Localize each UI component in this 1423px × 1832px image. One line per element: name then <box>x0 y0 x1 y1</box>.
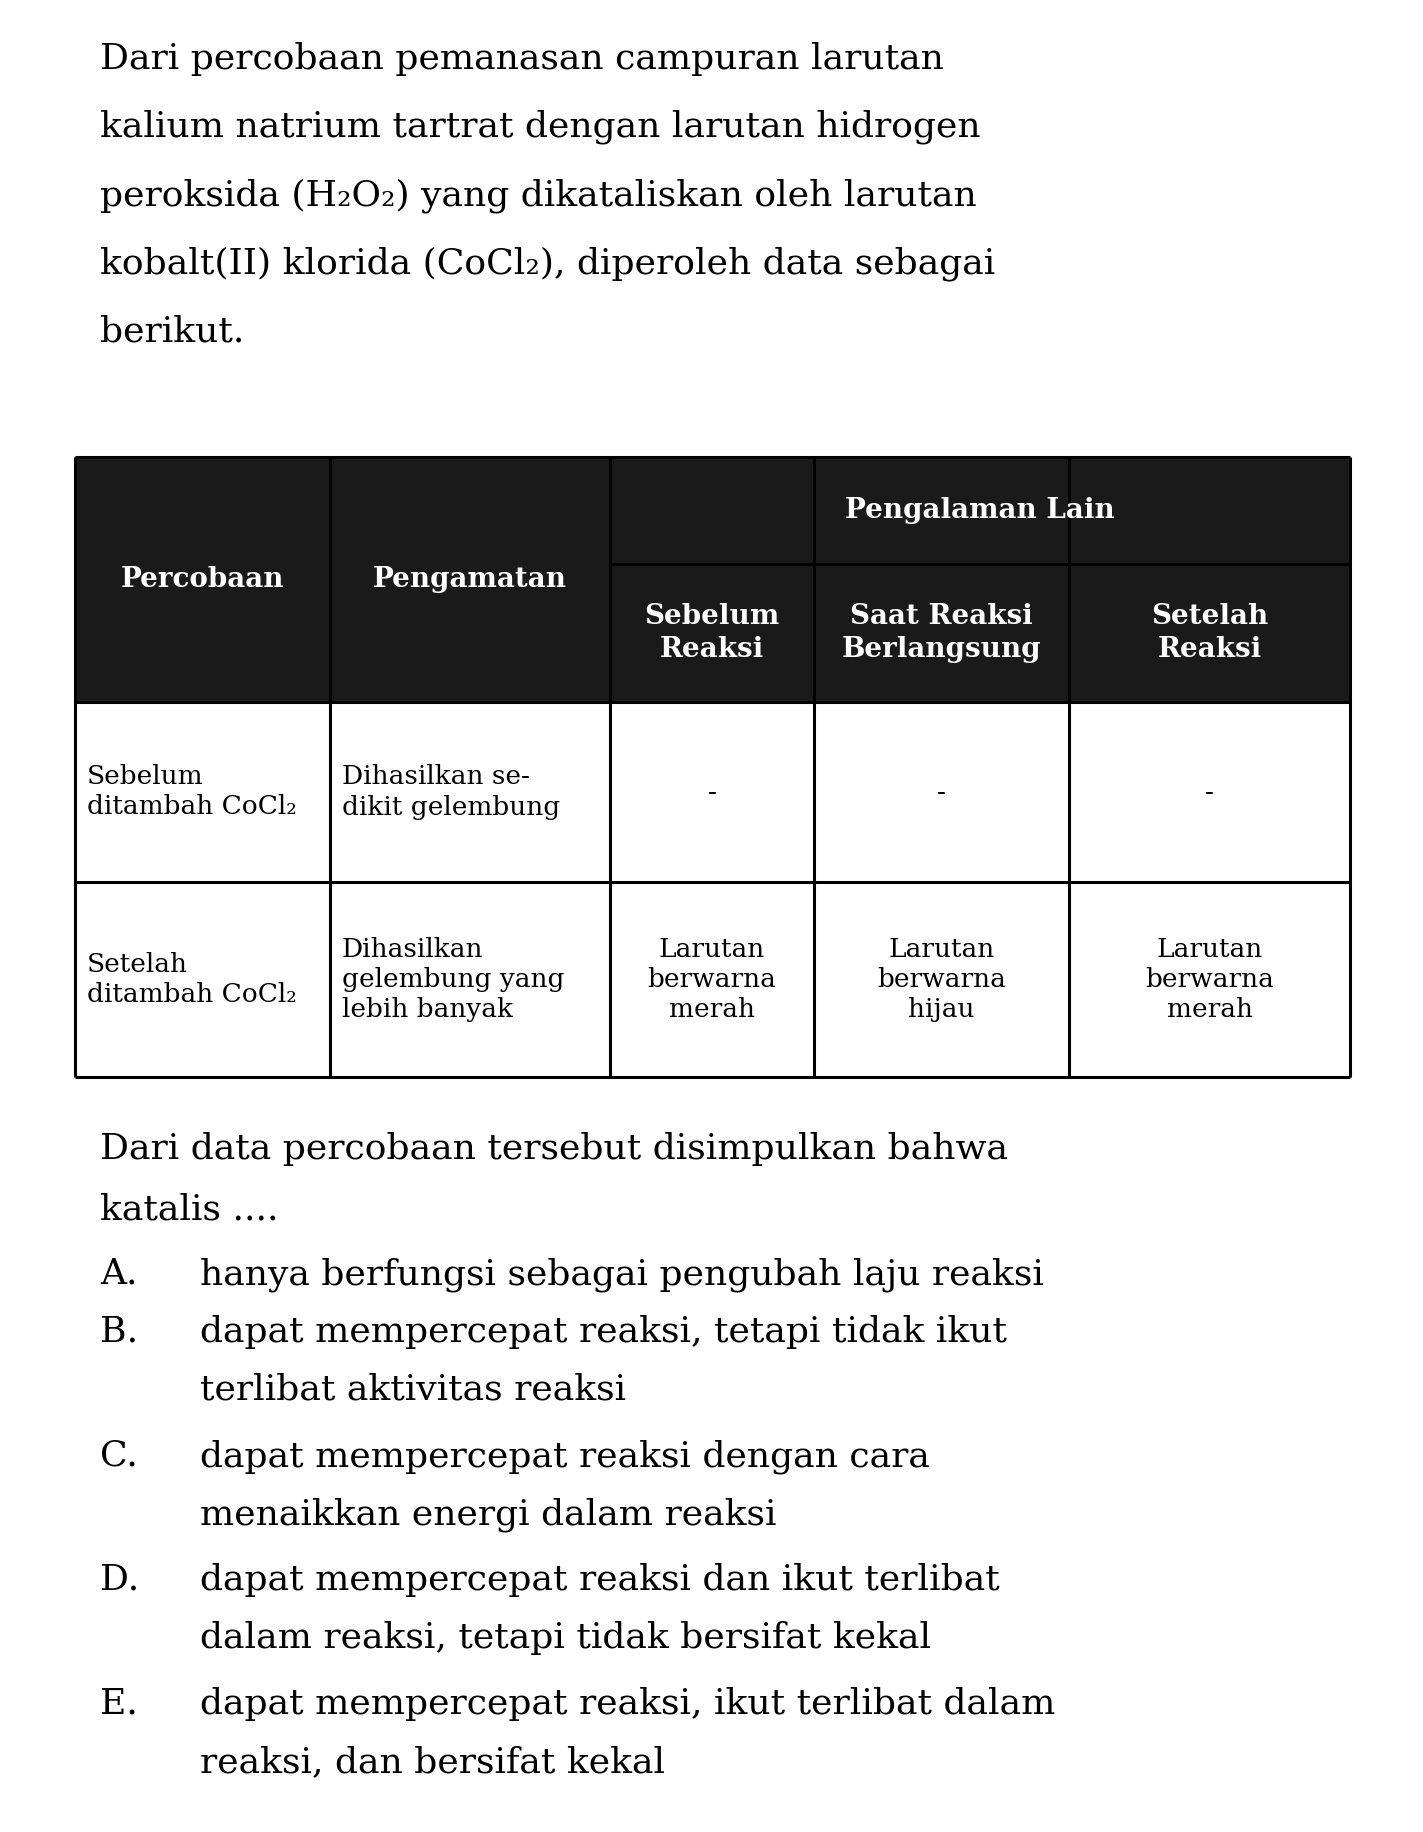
Text: -: - <box>707 779 716 804</box>
Text: berikut.: berikut. <box>100 313 245 348</box>
Text: Larutan
berwarna
merah: Larutan berwarna merah <box>1146 936 1274 1022</box>
Text: Dihasilkan se-
dikit gelembung: Dihasilkan se- dikit gelembung <box>342 764 561 819</box>
Bar <box>75 881 1350 1077</box>
Text: Setelah
ditambah CoCl₂: Setelah ditambah CoCl₂ <box>87 953 297 1008</box>
Text: Pengamatan: Pengamatan <box>373 566 566 594</box>
Text: D.: D. <box>100 1563 139 1598</box>
Text: -: - <box>1205 779 1214 804</box>
Text: terlibat aktivitas reaksi: terlibat aktivitas reaksi <box>201 1372 626 1407</box>
Text: dapat mempercepat reaksi dan ikut terlibat: dapat mempercepat reaksi dan ikut terlib… <box>201 1563 1000 1598</box>
Text: hanya berfungsi sebagai pengubah laju reaksi: hanya berfungsi sebagai pengubah laju re… <box>201 1257 1044 1292</box>
Text: Dihasilkan
gelembung yang
lebih banyak: Dihasilkan gelembung yang lebih banyak <box>342 936 565 1022</box>
Text: reaksi, dan bersifat kekal: reaksi, dan bersifat kekal <box>201 1746 665 1779</box>
Text: peroksida (H₂O₂) yang dikataliskan oleh larutan: peroksida (H₂O₂) yang dikataliskan oleh … <box>100 178 976 213</box>
Text: Saat Reaksi
Berlangsung: Saat Reaksi Berlangsung <box>841 603 1042 663</box>
Text: dapat mempercepat reaksi, ikut terlibat dalam: dapat mempercepat reaksi, ikut terlibat … <box>201 1687 1056 1720</box>
Text: dapat mempercepat reaksi, tetapi tidak ikut: dapat mempercepat reaksi, tetapi tidak i… <box>201 1315 1007 1348</box>
Text: Dari percobaan pemanasan campuran larutan: Dari percobaan pemanasan campuran laruta… <box>100 42 943 75</box>
Text: E.: E. <box>100 1687 138 1720</box>
Text: dalam reaksi, tetapi tidak bersifat kekal: dalam reaksi, tetapi tidak bersifat keka… <box>201 1621 931 1654</box>
Bar <box>75 456 1350 702</box>
Text: Dari data percobaan tersebut disimpulkan bahwa: Dari data percobaan tersebut disimpulkan… <box>100 1132 1007 1165</box>
Text: B.: B. <box>100 1315 138 1348</box>
Text: Pengalaman Lain: Pengalaman Lain <box>845 496 1114 524</box>
Text: Larutan
berwarna
hijau: Larutan berwarna hijau <box>877 936 1006 1022</box>
Text: Sebelum
Reaksi: Sebelum Reaksi <box>645 603 780 663</box>
Text: menaikkan energi dalam reaksi: menaikkan energi dalam reaksi <box>201 1497 777 1532</box>
Text: dapat mempercepat reaksi dengan cara: dapat mempercepat reaksi dengan cara <box>201 1438 929 1473</box>
Text: kobalt(II) klorida (CoCl₂), diperoleh data sebagai: kobalt(II) klorida (CoCl₂), diperoleh da… <box>100 245 995 280</box>
Text: A.: A. <box>100 1257 138 1292</box>
Text: Larutan
berwarna
merah: Larutan berwarna merah <box>647 936 777 1022</box>
Text: katalis ....: katalis .... <box>100 1193 279 1226</box>
Text: Percobaan: Percobaan <box>121 566 285 594</box>
Bar <box>75 702 1350 881</box>
Text: Sebelum
ditambah CoCl₂: Sebelum ditambah CoCl₂ <box>87 764 297 819</box>
Text: Setelah
Reaksi: Setelah Reaksi <box>1151 603 1268 663</box>
Text: -: - <box>938 779 946 804</box>
Text: C.: C. <box>100 1438 138 1473</box>
Text: kalium natrium tartrat dengan larutan hidrogen: kalium natrium tartrat dengan larutan hi… <box>100 110 980 145</box>
